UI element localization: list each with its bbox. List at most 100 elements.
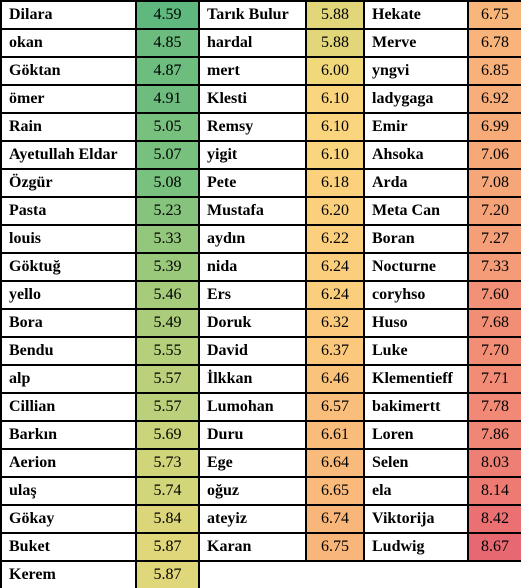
name-cell: Ludwig	[365, 534, 467, 560]
score-cell: 6.18	[307, 170, 363, 196]
score-cell: 5.33	[137, 226, 198, 252]
name-cell: Göktuğ	[2, 254, 135, 280]
name-cell: Kerem	[2, 562, 135, 588]
name-cell: Boran	[365, 226, 467, 252]
score-cell: 6.24	[307, 254, 363, 280]
score-cell: 5.74	[137, 478, 198, 504]
name-cell: Mustafa	[200, 198, 305, 224]
name-cell: Emir	[365, 114, 467, 140]
empty-area	[200, 562, 521, 588]
score-cell: 5.69	[137, 422, 198, 448]
name-cell: Rain	[2, 114, 135, 140]
score-cell: 7.06	[469, 142, 521, 168]
score-cell: 6.10	[307, 86, 363, 112]
score-cell: 6.78	[469, 30, 521, 56]
name-cell: Klementieff	[365, 366, 467, 392]
name-cell: Arda	[365, 170, 467, 196]
name-cell: Doruk	[200, 310, 305, 336]
score-cell: 6.75	[307, 534, 363, 560]
score-cell: 7.27	[469, 226, 521, 252]
score-cell: 7.08	[469, 170, 521, 196]
score-cell: 7.70	[469, 338, 521, 364]
name-cell: Buket	[2, 534, 135, 560]
name-cell: Hekate	[365, 2, 467, 28]
name-cell: Pasta	[2, 198, 135, 224]
score-cell: 4.85	[137, 30, 198, 56]
name-cell: louis	[2, 226, 135, 252]
name-cell: okan	[2, 30, 135, 56]
name-cell: hardal	[200, 30, 305, 56]
name-cell: Ege	[200, 450, 305, 476]
name-cell: ateyiz	[200, 506, 305, 532]
score-cell: 5.84	[137, 506, 198, 532]
name-cell: Viktorija	[365, 506, 467, 532]
name-cell: Aerion	[2, 450, 135, 476]
score-cell: 6.64	[307, 450, 363, 476]
name-cell: Huso	[365, 310, 467, 336]
name-cell: Remsy	[200, 114, 305, 140]
name-cell: ulaş	[2, 478, 135, 504]
name-cell: İlkkan	[200, 366, 305, 392]
name-cell: Nocturne	[365, 254, 467, 280]
score-cell: 6.74	[307, 506, 363, 532]
name-cell: Gökay	[2, 506, 135, 532]
score-cell: 6.46	[307, 366, 363, 392]
score-cell: 6.20	[307, 198, 363, 224]
score-cell: 8.14	[469, 478, 521, 504]
score-cell: 6.57	[307, 394, 363, 420]
score-cell: 5.08	[137, 170, 198, 196]
name-cell: aydın	[200, 226, 305, 252]
score-cell: 5.23	[137, 198, 198, 224]
score-cell: 5.57	[137, 394, 198, 420]
name-cell: Karan	[200, 534, 305, 560]
name-cell: Göktan	[2, 58, 135, 84]
name-cell: Selen	[365, 450, 467, 476]
name-cell: Bendu	[2, 338, 135, 364]
name-cell: Luke	[365, 338, 467, 364]
score-cell: 5.55	[137, 338, 198, 364]
score-cell: 6.65	[307, 478, 363, 504]
score-cell: 6.92	[469, 86, 521, 112]
score-cell: 5.39	[137, 254, 198, 280]
name-cell: Ayetullah Eldar	[2, 142, 135, 168]
score-cell: 6.61	[307, 422, 363, 448]
score-cell: 6.10	[307, 114, 363, 140]
name-cell: David	[200, 338, 305, 364]
name-cell: Bora	[2, 310, 135, 336]
name-cell: mert	[200, 58, 305, 84]
score-cell: 7.60	[469, 282, 521, 308]
name-cell: Dilara	[2, 2, 135, 28]
name-cell: oğuz	[200, 478, 305, 504]
score-cell: 8.42	[469, 506, 521, 532]
score-cell: 8.67	[469, 534, 521, 560]
name-cell: yngvi	[365, 58, 467, 84]
score-cell: 6.37	[307, 338, 363, 364]
score-cell: 6.99	[469, 114, 521, 140]
name-cell: Lumohan	[200, 394, 305, 420]
name-cell: Loren	[365, 422, 467, 448]
score-cell: 5.57	[137, 366, 198, 392]
score-cell: 7.78	[469, 394, 521, 420]
score-cell: 5.49	[137, 310, 198, 336]
score-cell: 5.73	[137, 450, 198, 476]
name-cell: Tarık Bulur	[200, 2, 305, 28]
score-cell: 7.20	[469, 198, 521, 224]
name-cell: Barkın	[2, 422, 135, 448]
name-cell: Pete	[200, 170, 305, 196]
score-cell: 6.22	[307, 226, 363, 252]
score-cell: 5.87	[137, 562, 198, 588]
name-cell: Klesti	[200, 86, 305, 112]
score-cell: 5.07	[137, 142, 198, 168]
name-cell: ömer	[2, 86, 135, 112]
name-cell: Ahsoka	[365, 142, 467, 168]
score-cell: 6.24	[307, 282, 363, 308]
name-cell: ela	[365, 478, 467, 504]
score-cell: 7.86	[469, 422, 521, 448]
score-cell: 8.03	[469, 450, 521, 476]
name-cell: nida	[200, 254, 305, 280]
score-cell: 4.91	[137, 86, 198, 112]
name-cell: coryhso	[365, 282, 467, 308]
score-cell: 5.46	[137, 282, 198, 308]
score-cell: 5.87	[137, 534, 198, 560]
